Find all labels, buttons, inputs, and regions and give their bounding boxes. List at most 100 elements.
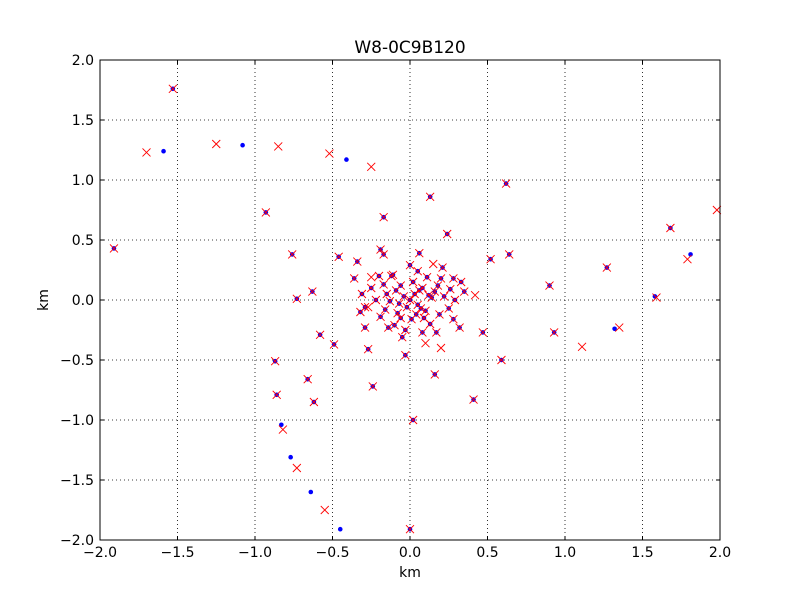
y-tick-label: −0.5 bbox=[60, 353, 94, 369]
y-tick-label: 1.0 bbox=[72, 173, 94, 189]
red-x-marker bbox=[363, 344, 373, 354]
x-tick-label: −2.0 bbox=[83, 545, 117, 561]
y-tick-label: 2.0 bbox=[72, 53, 94, 69]
red-x-marker bbox=[421, 338, 430, 348]
blue-point bbox=[288, 454, 293, 460]
red-x-marker bbox=[363, 302, 373, 312]
red-x-marker bbox=[397, 332, 407, 342]
red-x-marker bbox=[394, 299, 404, 308]
y-tick-label: −2.0 bbox=[60, 533, 94, 549]
red-x-marker bbox=[414, 286, 424, 295]
red-x-marker bbox=[577, 342, 587, 352]
red-x-marker bbox=[428, 259, 438, 269]
red-x-marker bbox=[376, 245, 385, 254]
x-axis-label: km bbox=[399, 565, 421, 581]
red-x-marker bbox=[142, 148, 151, 157]
red-x-marker bbox=[436, 274, 446, 283]
red-x-marker bbox=[308, 287, 317, 296]
red-x-marker bbox=[309, 397, 319, 407]
red-x-marker bbox=[614, 323, 624, 332]
red-x-marker bbox=[278, 425, 288, 434]
red-x-marker bbox=[449, 274, 458, 283]
y-tick-label: 0.0 bbox=[72, 293, 94, 309]
plot-frame bbox=[99, 59, 721, 541]
chart-title: W8-0C9B120 bbox=[354, 38, 465, 58]
red-x-marker bbox=[383, 323, 393, 332]
red-x-marker bbox=[422, 272, 432, 282]
blue-point bbox=[344, 157, 349, 162]
red-x-marker bbox=[413, 266, 423, 276]
red-x-marker bbox=[549, 328, 559, 337]
red-x-marker bbox=[402, 302, 412, 312]
red-x-marker bbox=[272, 390, 282, 400]
red-x-marker bbox=[666, 223, 675, 233]
red-x-marker bbox=[366, 283, 376, 293]
red-x-marker bbox=[292, 294, 302, 304]
red-x-marker bbox=[393, 308, 402, 318]
red-x-marker bbox=[470, 290, 480, 300]
red-x-marker bbox=[501, 179, 511, 188]
red-x-marker bbox=[374, 271, 384, 281]
red-x-marker bbox=[109, 244, 119, 253]
red-x-marker bbox=[478, 328, 488, 337]
red-x-marker bbox=[273, 142, 283, 151]
red-x-marker bbox=[405, 524, 415, 534]
red-x-marker bbox=[430, 287, 440, 296]
blue-point bbox=[240, 142, 245, 148]
x-tick-label: −1.0 bbox=[238, 545, 272, 561]
red-x-marker bbox=[421, 306, 430, 316]
red-x-marker bbox=[371, 295, 381, 305]
red-x-marker bbox=[357, 289, 367, 299]
red-x-marker bbox=[414, 248, 424, 258]
red-x-marker bbox=[602, 263, 612, 272]
red-x-marker bbox=[379, 250, 388, 259]
red-x-marker bbox=[652, 293, 661, 302]
blue-point bbox=[161, 148, 166, 154]
x-tick-label: 2.0 bbox=[709, 545, 731, 561]
red-x-marker bbox=[334, 252, 344, 262]
red-x-marker bbox=[352, 257, 362, 266]
red-x-marker bbox=[387, 271, 396, 281]
red-x-marker bbox=[445, 284, 455, 294]
x-tick-label: 0.5 bbox=[476, 545, 498, 561]
red-x-marker bbox=[292, 463, 302, 473]
x-tick-label: −1.5 bbox=[161, 545, 195, 561]
series-red bbox=[109, 84, 722, 534]
red-x-marker bbox=[459, 287, 469, 296]
red-x-marker bbox=[444, 304, 454, 313]
red-x-marker bbox=[419, 313, 429, 323]
blue-point bbox=[308, 489, 314, 495]
red-x-marker bbox=[418, 328, 427, 337]
y-tick-label: 0.5 bbox=[72, 233, 94, 249]
grid-lines bbox=[100, 60, 720, 540]
red-x-marker bbox=[408, 415, 418, 425]
red-x-marker bbox=[270, 356, 280, 366]
blue-point bbox=[279, 422, 284, 428]
red-x-marker bbox=[368, 382, 378, 391]
red-x-marker bbox=[379, 280, 388, 289]
red-x-marker bbox=[168, 84, 178, 94]
red-x-marker bbox=[261, 208, 271, 217]
red-x-marker bbox=[360, 323, 370, 332]
red-x-marker bbox=[405, 295, 415, 305]
red-x-marker bbox=[411, 310, 421, 319]
red-x-marker bbox=[401, 350, 410, 360]
red-x-marker bbox=[303, 374, 313, 384]
red-x-marker bbox=[366, 272, 376, 282]
red-x-marker bbox=[436, 343, 446, 353]
red-x-marker bbox=[399, 292, 409, 301]
red-x-marker bbox=[408, 277, 418, 287]
y-tick-label: 1.5 bbox=[72, 113, 94, 129]
red-x-marker bbox=[380, 305, 390, 314]
red-x-marker bbox=[385, 296, 395, 306]
red-x-marker bbox=[379, 212, 388, 222]
red-x-marker bbox=[425, 192, 435, 202]
red-x-marker bbox=[329, 340, 339, 349]
red-x-marker bbox=[456, 277, 466, 287]
red-x-marker bbox=[405, 260, 415, 270]
red-x-marker bbox=[432, 328, 441, 337]
x-tick-label: 1.0 bbox=[554, 545, 576, 561]
red-x-marker bbox=[320, 505, 330, 515]
red-x-marker bbox=[382, 289, 392, 299]
